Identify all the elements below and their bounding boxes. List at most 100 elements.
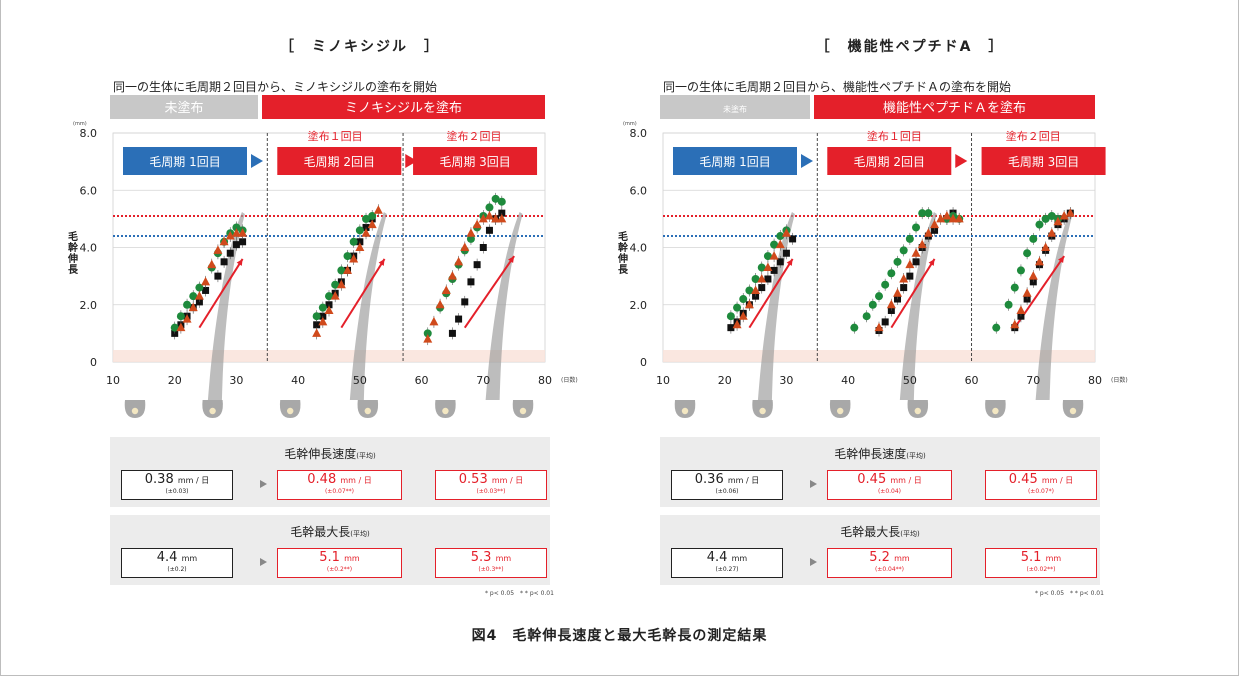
y-axis-label-char: 毛 xyxy=(68,230,78,243)
data-point-triangle xyxy=(472,219,482,229)
speed-value-cycle1: 0.38 mm / 日 (±0.03) xyxy=(121,470,233,500)
follicle-bulb-icon xyxy=(519,407,527,415)
data-point-circle xyxy=(1029,234,1038,243)
data-point-circle xyxy=(757,263,766,272)
data-point-circle xyxy=(485,203,494,212)
cycle-box xyxy=(981,147,1106,175)
data-point-circle xyxy=(912,223,921,232)
data-point-triangle xyxy=(238,228,248,237)
speed-value-cycle1: 0.36 mm / 日 (±0.06) xyxy=(671,470,783,500)
data-point-square xyxy=(900,284,908,292)
growth-arrow xyxy=(748,258,794,329)
data-point-circle xyxy=(1016,266,1025,275)
speed-value-cycle2: 0.48 mm / 日 (±0.07**) xyxy=(277,470,402,500)
data-point-square xyxy=(782,249,790,257)
data-point-triangle xyxy=(373,205,383,214)
cycle-box xyxy=(673,147,797,175)
data-point-circle xyxy=(1035,220,1044,229)
follicle-bulb-icon xyxy=(759,407,766,415)
data-point-triangle xyxy=(1047,228,1057,237)
data-point-square xyxy=(789,235,797,243)
panel-title: ［ 機能性ペプチドA ］ xyxy=(815,39,1005,55)
data-point-circle xyxy=(918,209,927,218)
follicle-bulb-icon xyxy=(1069,407,1077,415)
max-value-cycle3: 5.1 mm (±0.02**) xyxy=(985,548,1097,578)
data-point-square xyxy=(727,324,735,332)
max-stat-box: 毛幹最大長(平均) 4.4 mm (±0.27) 5.2 mm (±0.04**… xyxy=(660,515,1100,585)
data-point-circle xyxy=(355,226,364,235)
data-point-circle xyxy=(491,194,500,203)
cycle-box-label: 毛周期 3回目 xyxy=(1008,155,1079,169)
y-axis-label-char: 長 xyxy=(618,264,629,276)
growth-arrow-head xyxy=(236,258,243,266)
data-point-circle xyxy=(189,292,198,301)
data-point-circle xyxy=(745,286,754,295)
panel-peptide-a: ［ 機能性ペプチドA ］ 同一の生体に毛周期２回目から、機能性ペプチドＡの塗布を… xyxy=(630,0,1190,610)
y-tick-label: 2.0 xyxy=(80,299,98,312)
data-point-square xyxy=(467,278,475,286)
data-point-triangle xyxy=(874,322,884,332)
cycle-box xyxy=(277,147,402,175)
panel-subtitle: 同一の生体に毛周期２回目から、ミノキシジルの塗布を開始 xyxy=(113,80,438,94)
chart-0 xyxy=(110,95,546,418)
data-point-triangle xyxy=(886,299,896,309)
hair-shaft-icon xyxy=(757,212,795,400)
treated-band xyxy=(262,95,545,119)
cycle-box-label: 毛周期 2回目 xyxy=(854,155,925,169)
cycle-box-label: 毛周期 1回目 xyxy=(699,155,770,169)
y-tick-label: 6.0 xyxy=(630,184,648,197)
data-point-square xyxy=(202,286,210,294)
hair-shaft-icon xyxy=(349,212,387,400)
data-point-triangle xyxy=(893,288,903,297)
figure-caption: 図4 毛幹伸長速度と最大毛幹長の測定結果 xyxy=(471,628,768,644)
untreated-band-label: 未塗布 xyxy=(164,100,203,116)
data-point-triangle xyxy=(738,311,748,320)
data-point-triangle xyxy=(948,213,958,223)
panel-title: ［ ミノキシジル ］ xyxy=(280,39,440,55)
data-point-square xyxy=(912,258,920,266)
x-tick-label: 20 xyxy=(168,374,182,387)
data-point-square xyxy=(906,272,914,280)
arrow-right-icon xyxy=(260,558,267,566)
data-point-triangle xyxy=(367,219,377,229)
y-unit-label: (mm) xyxy=(623,121,637,127)
data-point-circle xyxy=(176,312,185,321)
data-point-triangle xyxy=(312,328,322,337)
data-point-triangle xyxy=(936,213,946,223)
untreated-band xyxy=(660,95,810,119)
growth-arrow xyxy=(463,255,515,329)
data-point-square xyxy=(473,261,481,269)
data-point-square xyxy=(455,315,463,323)
data-point-circle xyxy=(343,252,352,261)
growth-arrow-head xyxy=(508,256,515,264)
untreated-band xyxy=(110,95,258,119)
data-point-triangle xyxy=(429,316,439,326)
x-tick-label: 20 xyxy=(718,374,732,387)
max-value-cycle1: 4.4 mm (±0.27) xyxy=(671,548,783,578)
data-point-circle xyxy=(325,292,333,301)
data-point-triangle xyxy=(1016,305,1026,314)
data-point-triangle xyxy=(219,236,229,246)
data-point-triangle xyxy=(1034,256,1044,266)
growth-arrow-head xyxy=(378,258,385,266)
data-point-circle xyxy=(862,312,871,321)
data-point-triangle xyxy=(435,299,445,309)
data-point-triangle xyxy=(182,314,192,323)
follicle-bulb-icon xyxy=(364,407,371,415)
panel-subtitle: 同一の生体に毛周期２回目から、機能性ペプチドＡの塗布を開始 xyxy=(663,80,1012,94)
y-tick-label: 2.0 xyxy=(630,299,648,312)
max-stat-box: 毛幹最大長(平均) 4.4 mm (±0.2) 5.1 mm (±0.2**) … xyxy=(110,515,550,585)
x-tick-label: 10 xyxy=(656,374,670,387)
data-point-square xyxy=(214,272,222,280)
data-point-circle xyxy=(312,312,321,321)
significance-note: * p< 0.05 * * p< 0.01 xyxy=(485,590,554,597)
y-unit-label: (mm) xyxy=(73,121,87,127)
growth-arrow-head xyxy=(928,258,935,266)
chart-1 xyxy=(660,95,1106,418)
data-point-circle xyxy=(1023,249,1032,258)
data-point-circle xyxy=(868,300,877,309)
stage-label: 塗布１回目 xyxy=(308,129,363,143)
data-point-triangle xyxy=(942,211,952,220)
data-point-triangle xyxy=(732,319,742,329)
data-point-square xyxy=(313,321,321,329)
